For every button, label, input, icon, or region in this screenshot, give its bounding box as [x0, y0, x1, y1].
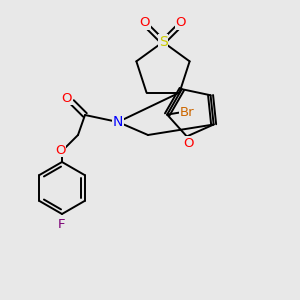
Text: Br: Br [180, 106, 194, 119]
Text: F: F [58, 218, 66, 230]
Text: O: O [140, 16, 150, 29]
Text: O: O [55, 143, 65, 157]
Text: O: O [184, 137, 194, 150]
Text: N: N [113, 115, 123, 129]
Text: O: O [176, 16, 186, 29]
Text: O: O [62, 92, 72, 104]
Text: S: S [159, 35, 167, 49]
